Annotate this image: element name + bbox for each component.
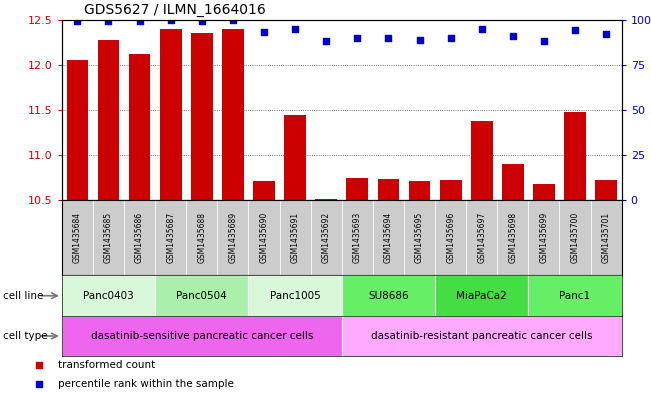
Bar: [342, 316, 622, 356]
Text: GSM1435686: GSM1435686: [135, 211, 144, 263]
Bar: [222, 29, 243, 200]
Point: [104, 18, 114, 25]
Bar: [559, 200, 590, 275]
Bar: [529, 200, 559, 275]
Text: GSM1435689: GSM1435689: [229, 211, 238, 263]
Text: GSM1435692: GSM1435692: [322, 211, 331, 263]
Point: [165, 17, 176, 23]
Bar: [129, 54, 150, 200]
Text: GSM1435693: GSM1435693: [353, 211, 362, 263]
Text: GDS5627 / ILMN_1664016: GDS5627 / ILMN_1664016: [84, 3, 266, 17]
Bar: [373, 200, 404, 275]
Bar: [595, 180, 617, 200]
Bar: [155, 200, 186, 275]
Point: [383, 35, 394, 41]
Text: cell type: cell type: [3, 331, 48, 341]
Bar: [279, 200, 311, 275]
Bar: [435, 275, 529, 316]
Bar: [497, 200, 529, 275]
Text: Panc1: Panc1: [559, 291, 590, 301]
Point: [134, 18, 145, 25]
Bar: [284, 115, 306, 200]
Text: GSM1435685: GSM1435685: [104, 211, 113, 263]
Bar: [98, 40, 119, 200]
Text: cell line: cell line: [3, 291, 44, 301]
Bar: [249, 200, 279, 275]
Text: Panc1005: Panc1005: [270, 291, 320, 301]
Bar: [404, 200, 435, 275]
Bar: [435, 200, 466, 275]
Bar: [378, 179, 399, 200]
Text: GSM1435694: GSM1435694: [384, 211, 393, 263]
Text: GSM1435701: GSM1435701: [602, 211, 611, 263]
Text: MiaPaCa2: MiaPaCa2: [456, 291, 507, 301]
Text: GSM1435691: GSM1435691: [290, 211, 299, 263]
Bar: [253, 180, 275, 200]
Text: Panc0504: Panc0504: [176, 291, 227, 301]
Bar: [533, 184, 555, 200]
Bar: [439, 180, 462, 200]
Point: [559, 117, 569, 123]
Text: GSM1435687: GSM1435687: [166, 211, 175, 263]
Point: [228, 17, 238, 23]
Bar: [62, 275, 155, 316]
Bar: [409, 180, 430, 200]
Bar: [159, 29, 182, 200]
Text: SU8686: SU8686: [368, 291, 409, 301]
Text: transformed count: transformed count: [58, 360, 155, 370]
Text: dasatinib-resistant pancreatic cancer cells: dasatinib-resistant pancreatic cancer ce…: [371, 331, 592, 341]
Point: [445, 35, 456, 41]
Point: [559, 286, 569, 293]
Bar: [311, 200, 342, 275]
Bar: [346, 178, 368, 200]
Point: [321, 38, 331, 44]
Text: GSM1435690: GSM1435690: [260, 211, 268, 263]
Bar: [529, 275, 622, 316]
Point: [414, 37, 424, 43]
Bar: [66, 60, 89, 200]
Text: GSM1435695: GSM1435695: [415, 211, 424, 263]
Text: GSM1435698: GSM1435698: [508, 211, 518, 263]
Bar: [590, 200, 622, 275]
Text: GSM1435700: GSM1435700: [570, 211, 579, 263]
Text: Panc0403: Panc0403: [83, 291, 134, 301]
Bar: [217, 200, 249, 275]
Point: [570, 28, 580, 34]
Point: [290, 26, 300, 32]
Text: GSM1435697: GSM1435697: [477, 211, 486, 263]
Point: [197, 18, 207, 25]
Text: GSM1435699: GSM1435699: [540, 211, 548, 263]
Bar: [249, 275, 342, 316]
Bar: [62, 200, 93, 275]
Text: percentile rank within the sample: percentile rank within the sample: [58, 379, 234, 389]
Bar: [124, 200, 155, 275]
Point: [601, 31, 611, 37]
Bar: [471, 121, 493, 200]
Point: [477, 26, 487, 32]
Point: [352, 35, 363, 41]
Bar: [155, 275, 249, 316]
Point: [539, 38, 549, 44]
Bar: [564, 112, 586, 200]
Bar: [315, 198, 337, 200]
Text: GSM1435684: GSM1435684: [73, 211, 82, 263]
Bar: [93, 200, 124, 275]
Bar: [342, 275, 435, 316]
Bar: [186, 200, 217, 275]
Bar: [502, 164, 523, 200]
Bar: [191, 33, 213, 200]
Text: dasatinib-sensitive pancreatic cancer cells: dasatinib-sensitive pancreatic cancer ce…: [90, 331, 313, 341]
Point: [508, 33, 518, 39]
Bar: [62, 316, 342, 356]
Bar: [342, 200, 373, 275]
Point: [259, 29, 270, 35]
Point: [72, 18, 83, 25]
Bar: [466, 200, 497, 275]
Text: GSM1435696: GSM1435696: [446, 211, 455, 263]
Text: GSM1435688: GSM1435688: [197, 211, 206, 263]
